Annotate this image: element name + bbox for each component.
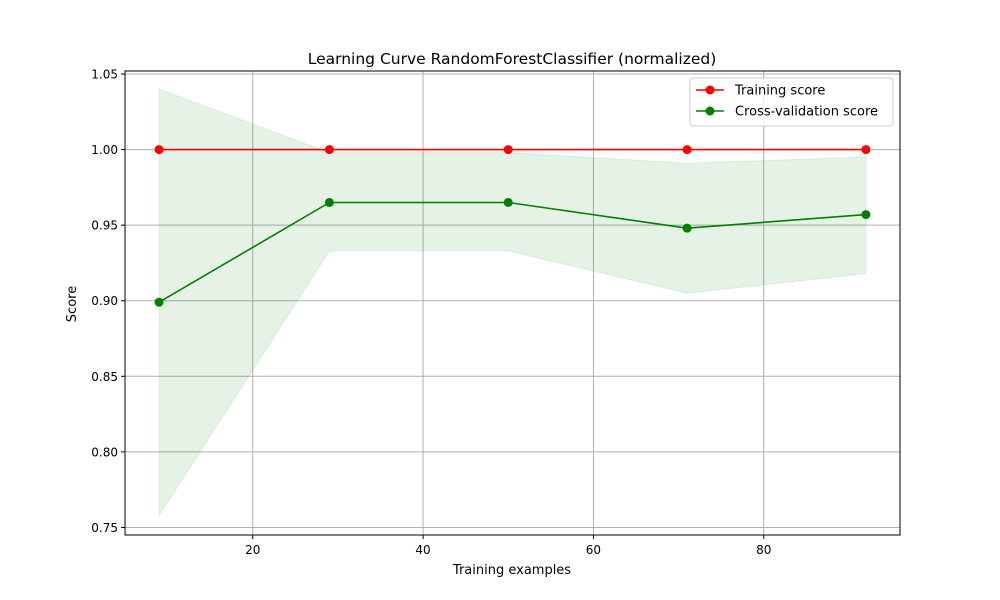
chart-title: Learning Curve RandomForestClassifier (n… — [308, 50, 717, 68]
data-point-training — [861, 145, 871, 155]
data-point-cross-validation — [324, 197, 334, 207]
data-point-cross-validation — [154, 297, 164, 307]
data-point-training — [154, 145, 164, 155]
data-point-cross-validation — [682, 223, 692, 233]
y-tick-label: 1.00 — [91, 143, 118, 157]
y-tick-label: 0.75 — [91, 521, 118, 535]
legend-box — [689, 77, 894, 127]
y-axis-ticks: 0.75 0.80 0.85 0.90 0.95 1.00 1.05 — [91, 68, 125, 535]
x-axis-label: Training examples — [452, 563, 571, 578]
data-point-training — [324, 145, 334, 155]
x-tick-label: 80 — [756, 543, 771, 557]
y-tick-label: 0.95 — [91, 219, 118, 233]
x-tick-label: 60 — [586, 543, 601, 557]
data-point-cross-validation — [861, 210, 871, 220]
x-tick-label: 40 — [415, 543, 430, 557]
grid-lines — [125, 71, 900, 535]
legend-label-cross-validation: Cross-validation score — [735, 105, 878, 120]
x-axis-ticks: 20 40 60 80 — [245, 535, 771, 557]
legend-marker-training — [705, 85, 715, 95]
y-tick-label: 1.05 — [91, 68, 118, 82]
legend-label-training: Training score — [734, 84, 825, 99]
legend: Training score Cross-validation score — [689, 77, 894, 127]
legend-marker-cross-validation — [705, 106, 715, 116]
y-tick-label: 0.90 — [91, 294, 118, 308]
y-tick-label: 0.80 — [91, 445, 118, 459]
y-axis-label: Score — [65, 286, 80, 322]
data-point-cross-validation — [503, 197, 513, 207]
data-point-training — [682, 145, 692, 155]
confidence-band-cross-validation — [158, 88, 867, 518]
y-tick-label: 0.85 — [91, 370, 118, 384]
x-tick-label: 20 — [245, 543, 260, 557]
data-point-training — [503, 145, 513, 155]
series-markers — [154, 145, 871, 307]
plot-frame — [124, 70, 901, 536]
